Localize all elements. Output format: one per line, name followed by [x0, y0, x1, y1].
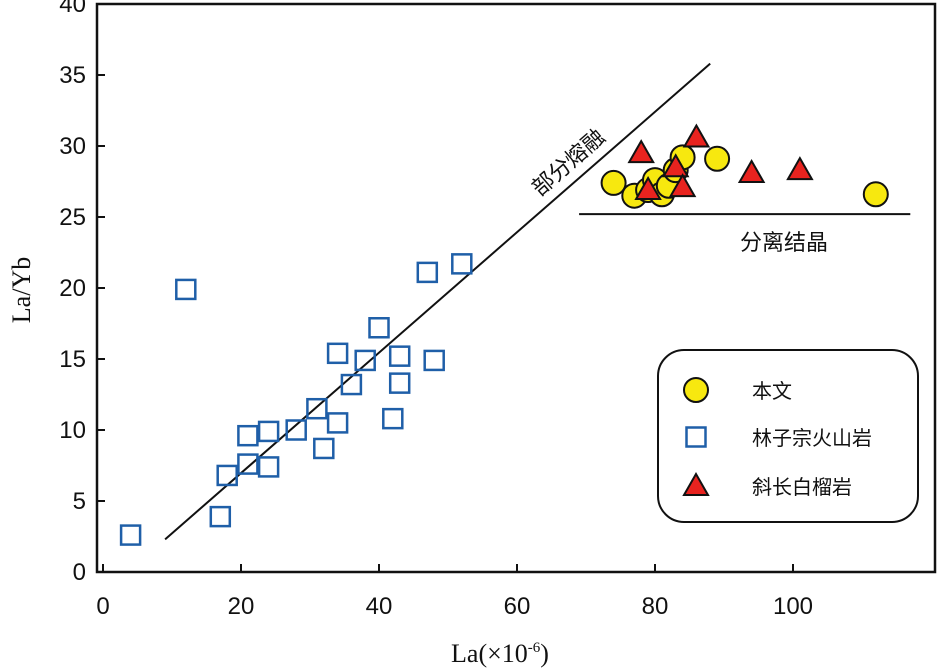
- y-tick-label: 5: [73, 488, 86, 515]
- triangle-point: [668, 173, 697, 198]
- legend-circle-point: [683, 377, 709, 403]
- square-point: [340, 373, 363, 396]
- square-point: [451, 253, 473, 275]
- x-axis: 0 20 40 60 80 100: [96, 564, 813, 620]
- y-tick-label: 10: [59, 417, 86, 444]
- legend-box: [657, 349, 919, 523]
- square-point: [368, 317, 390, 339]
- x-tick-label: 80: [642, 593, 669, 620]
- square-point: [416, 261, 439, 284]
- partial-melting-line: [164, 62, 711, 541]
- triangle-point: [737, 158, 766, 183]
- circle-point: [704, 145, 731, 172]
- y-tick-label: 30: [59, 133, 86, 160]
- square-point: [285, 419, 307, 441]
- square-point: [388, 372, 411, 394]
- square-point: [209, 505, 232, 528]
- circle-point: [600, 169, 627, 196]
- y-tick-label: 25: [59, 204, 86, 231]
- x-tick-label: 0: [96, 593, 109, 620]
- legend-label: 斜长白榴岩: [752, 475, 852, 499]
- square-point: [257, 456, 280, 478]
- x-axis-title-suffix: ): [540, 639, 549, 668]
- x-tick-label: 100: [773, 593, 813, 620]
- data-markers: [119, 123, 889, 546]
- x-tick-label: 60: [504, 593, 531, 620]
- triangle-point: [661, 153, 690, 178]
- square-point: [423, 349, 445, 372]
- square-point: [237, 453, 259, 475]
- triangle-point: [627, 139, 655, 164]
- y-tick-label: 35: [59, 62, 86, 89]
- square-point: [216, 464, 238, 487]
- x-axis-title-main: La(×10: [451, 639, 528, 668]
- y-axis-title: La/Yb: [7, 257, 36, 323]
- y-tick-label: 20: [59, 275, 86, 302]
- legend-triangle-point: [682, 471, 710, 496]
- reference-lines: [164, 62, 911, 541]
- triangle-point: [682, 123, 711, 148]
- y-axis: 0 5 10 15 20 25 30 35 40: [59, 0, 105, 586]
- legend-label: 林子宗火山岩: [752, 426, 872, 450]
- legend-square-point: [685, 426, 707, 448]
- y-tick-label: 15: [59, 346, 86, 373]
- x-tick-label: 20: [228, 593, 255, 620]
- square-point: [326, 412, 349, 434]
- y-tick-label: 40: [59, 0, 86, 18]
- square-point: [306, 397, 328, 420]
- square-point: [313, 437, 335, 460]
- x-tick-label: 40: [366, 593, 393, 620]
- square-point: [354, 349, 376, 372]
- square-point: [326, 342, 349, 365]
- x-axis-title-sup: -6: [528, 640, 541, 656]
- square-point: [382, 407, 404, 430]
- x-axis-title: La(×10-6): [451, 639, 549, 668]
- legend-label: 本文: [752, 379, 792, 403]
- triangle-point: [634, 176, 662, 201]
- square-point: [175, 278, 197, 301]
- square-point: [257, 420, 280, 443]
- fractional-crystallization-label: 分离结晶: [740, 231, 828, 256]
- square-point: [388, 345, 411, 367]
- circle-point: [862, 181, 889, 208]
- y-tick-label: 0: [73, 559, 86, 586]
- square-point: [119, 524, 142, 546]
- triangle-point: [786, 156, 814, 181]
- partial-melting-label: 部分熔融: [528, 125, 611, 202]
- square-point: [237, 424, 259, 447]
